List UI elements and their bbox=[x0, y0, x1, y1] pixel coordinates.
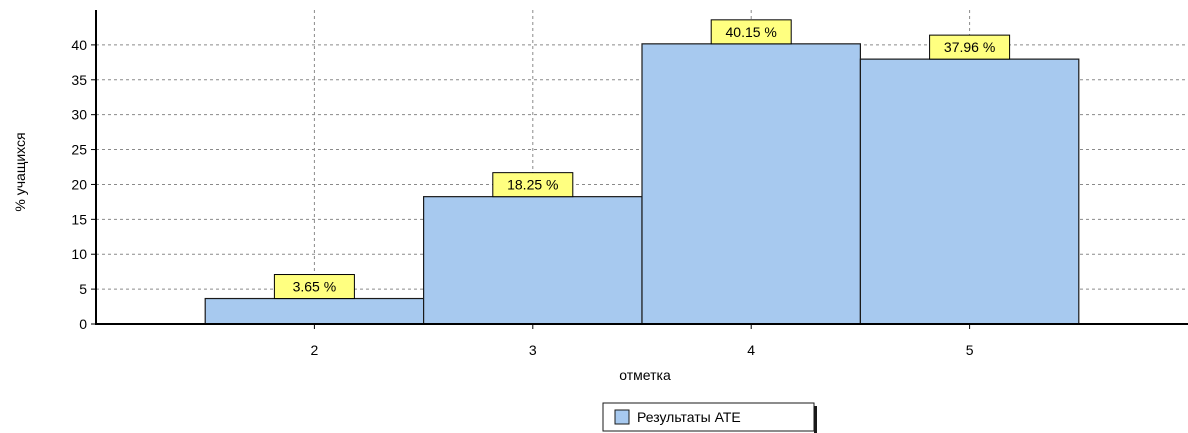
y-tick-label: 10 bbox=[71, 246, 87, 262]
legend: Результаты АТЕ bbox=[602, 402, 817, 433]
legend-box bbox=[602, 402, 815, 432]
y-tick-label: 25 bbox=[71, 142, 87, 158]
x-tick-label: 4 bbox=[747, 342, 755, 358]
legend-label: Результаты АТЕ bbox=[637, 409, 741, 425]
y-tick-label: 20 bbox=[71, 176, 87, 192]
y-tick-label: 35 bbox=[71, 72, 87, 88]
y-tick-label: 40 bbox=[71, 37, 87, 53]
data-labels: 3.65 % 18.25 % 40.15 % 37.96 % bbox=[273, 19, 1011, 300]
data-label-box-3 bbox=[492, 172, 574, 198]
data-label-box-4 bbox=[710, 19, 792, 45]
legend-box-shadow bbox=[814, 406, 817, 433]
y-tick-label: 30 bbox=[71, 107, 87, 123]
y-axis-title: % учащихся bbox=[12, 132, 28, 211]
data-label-box-2 bbox=[273, 274, 355, 300]
bars bbox=[204, 43, 1080, 325]
data-label-3: 18.25 % bbox=[507, 177, 558, 193]
x-tick-label: 2 bbox=[311, 342, 319, 358]
data-label-5: 37.96 % bbox=[944, 39, 995, 55]
axes bbox=[91, 10, 1188, 329]
data-label-box-5 bbox=[929, 34, 1011, 60]
x-tick-label: 5 bbox=[966, 342, 974, 358]
data-label-2: 3.65 % bbox=[293, 279, 337, 295]
bar-4 bbox=[641, 43, 861, 325]
bar-5 bbox=[859, 58, 1080, 325]
y-tick-label: 5 bbox=[79, 281, 87, 297]
bar-3 bbox=[423, 196, 643, 325]
data-label-4: 40.15 % bbox=[726, 24, 777, 40]
x-tick-label: 3 bbox=[529, 342, 537, 358]
legend-swatch bbox=[614, 409, 630, 425]
y-tick-label: 0 bbox=[79, 316, 87, 332]
x-axis-title: отметка bbox=[619, 367, 671, 383]
tick-labels: 0 5 10 15 20 25 30 35 40 2 3 4 5 bbox=[71, 37, 973, 358]
y-tick-label: 15 bbox=[71, 211, 87, 227]
bar-2 bbox=[204, 297, 425, 325]
